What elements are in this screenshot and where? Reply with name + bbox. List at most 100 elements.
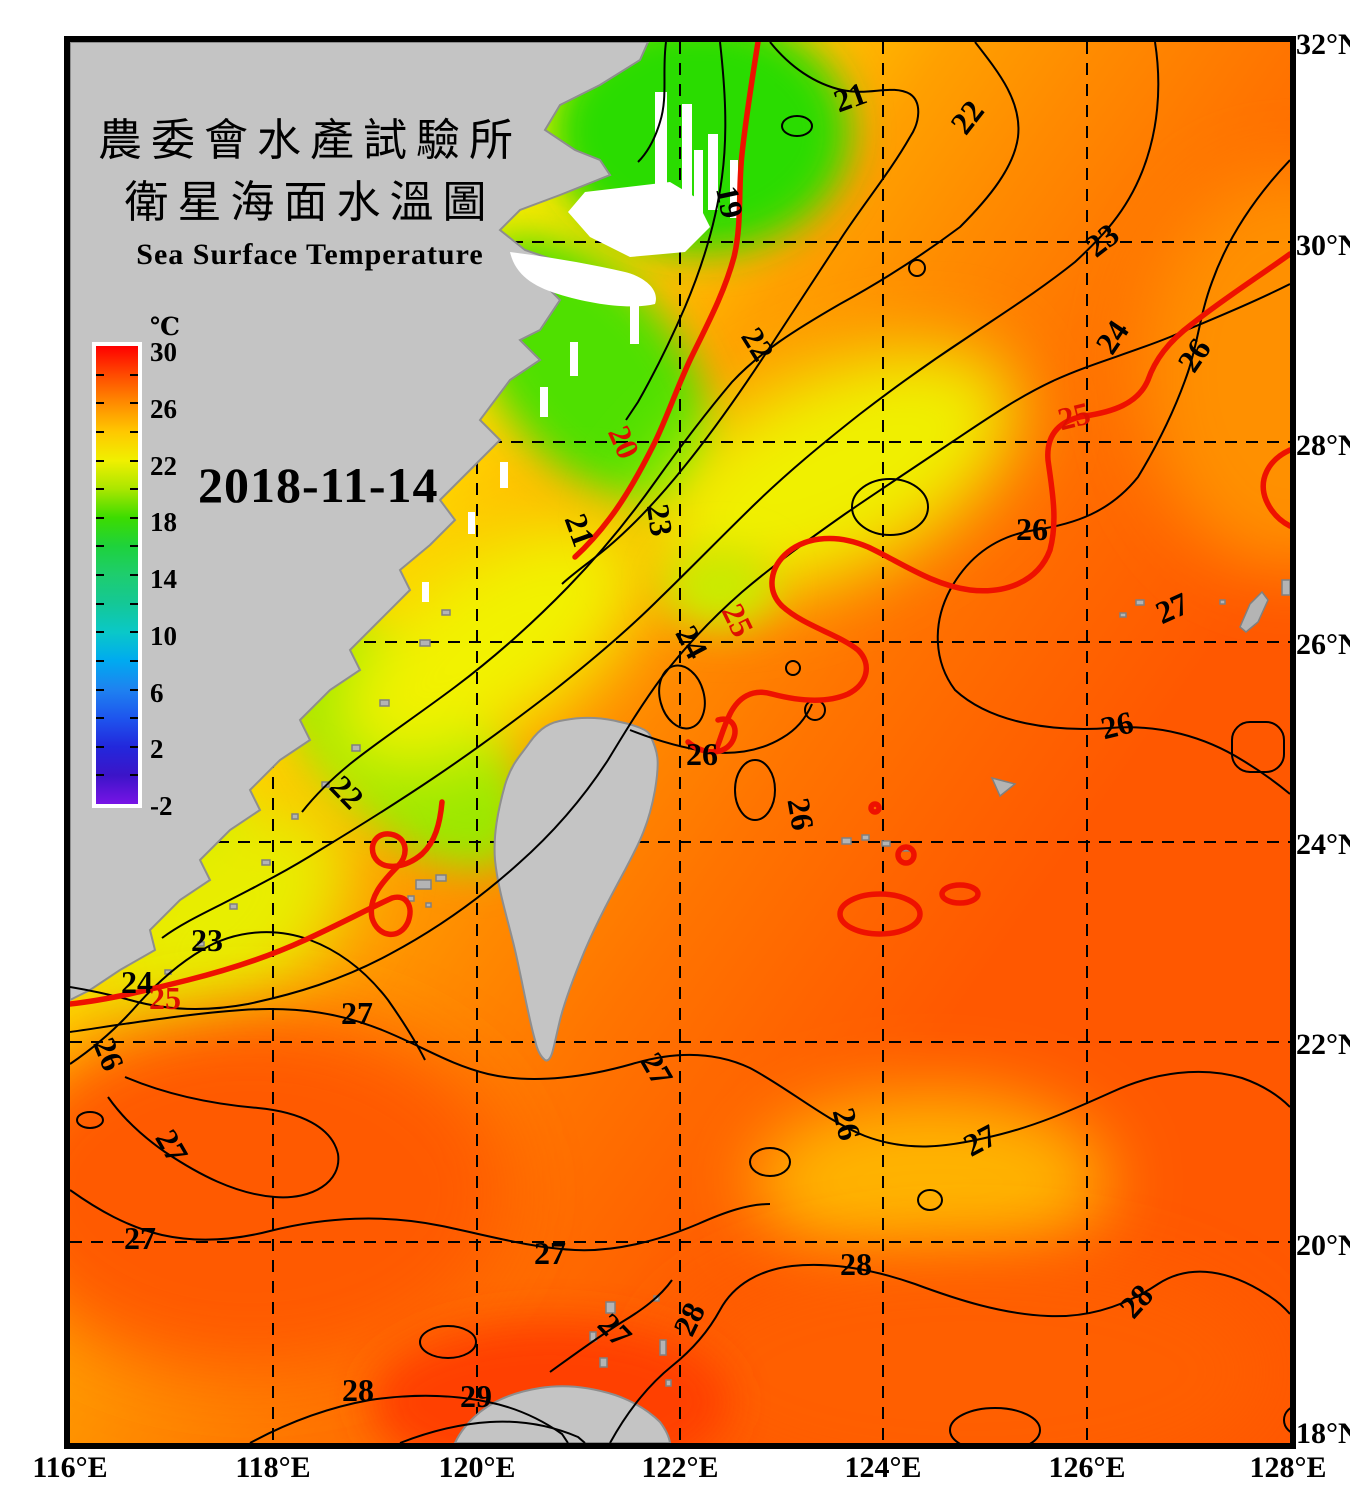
colorbar-tick — [130, 545, 138, 547]
isotherm-22 — [301, 42, 1020, 813]
lon-label: 118°E — [235, 1451, 311, 1484]
lon-label: 120°E — [438, 1451, 516, 1484]
colorbar-tick-label: 26 — [150, 394, 177, 424]
colorbar-unit-label: ℃ — [150, 314, 180, 341]
colorbar-tick — [96, 774, 104, 776]
lat-label: 26°N — [1296, 628, 1350, 661]
sst-map-graphic — [70, 42, 1290, 1443]
colorbar-tick — [96, 374, 104, 376]
title-zh-line2: 衛星海面水溫圖 — [124, 178, 496, 227]
colorbar-tick-label: -2 — [150, 791, 173, 821]
colorbar-tick — [96, 574, 104, 576]
contour-label-23: 23 — [639, 501, 681, 539]
colorbar-tick — [130, 517, 138, 519]
isotherm-29 — [399, 1420, 586, 1443]
lon-label: 122°E — [641, 1451, 719, 1484]
colorbar-tick — [96, 517, 104, 519]
colorbar-tick-label: 30 — [150, 337, 177, 367]
contour-label-23: 23 — [191, 922, 223, 958]
colorbar — [92, 342, 142, 808]
colorbar-tick — [96, 402, 104, 404]
contour-label-28: 28 — [342, 1372, 374, 1408]
isotherm-21 — [561, 42, 920, 585]
red-isotherm-25-northeast — [712, 251, 1290, 755]
isotherms-red — [70, 42, 1290, 1007]
contour-label-24: 24 — [121, 964, 153, 1000]
colorbar-tick — [96, 545, 104, 547]
contour-label-27: 27 — [534, 1235, 566, 1271]
title-en: Sea Surface Temperature — [136, 238, 484, 271]
lat-label: 32°N — [1296, 28, 1350, 61]
lon-label: 126°E — [1048, 1451, 1126, 1484]
lat-label: 22°N — [1296, 1028, 1350, 1061]
isotherms-black — [70, 42, 1290, 1443]
colorbar-tick — [130, 660, 138, 662]
okinawa-islands — [1119, 579, 1290, 633]
lon-label: 116°E — [32, 1451, 108, 1484]
lat-label: 30°N — [1296, 229, 1350, 262]
map-frame: 農委會水產試驗所 衛星海面水溫圖 Sea Surface Temperature… — [64, 36, 1296, 1449]
landmasses — [70, 42, 672, 1443]
colorbar-gradient — [96, 346, 138, 804]
colorbar-tick — [130, 374, 138, 376]
title-zh-line1: 農委會水產試驗所 — [98, 116, 522, 165]
colorbar-tick-label: 6 — [150, 678, 164, 708]
colorbar-tick — [130, 488, 138, 490]
island-triangle — [990, 776, 1017, 798]
lon-label: 124°E — [844, 1451, 922, 1484]
colorbar-tick — [96, 603, 104, 605]
china-mainland-landmass — [70, 42, 650, 1002]
colorbar-tick-label: 18 — [150, 507, 177, 537]
isotherm-19 — [625, 42, 727, 421]
contour-label-27: 27 — [124, 1220, 156, 1256]
isotherm-23 — [161, 42, 1160, 939]
isotherm-27 — [70, 1007, 1290, 1148]
no-data-patches — [422, 92, 738, 602]
colorbar-tick — [130, 402, 138, 404]
colorbar-tick — [130, 631, 138, 633]
colorbar-tick — [130, 717, 138, 719]
lat-label: 18°N — [1296, 1417, 1350, 1450]
colorbar-tick-label: 14 — [150, 564, 177, 594]
red-isotherm-20 — [572, 42, 761, 560]
colorbar-tick — [130, 689, 138, 691]
lon-label: 128°E — [1249, 1451, 1327, 1484]
colorbar-tick — [130, 774, 138, 776]
colorbar-tick — [96, 631, 104, 633]
colorbar-tick — [96, 717, 104, 719]
lat-label: 20°N — [1296, 1229, 1350, 1262]
colorbar-tick — [130, 746, 138, 748]
colorbar-tick — [96, 660, 104, 662]
colorbar-tick — [130, 603, 138, 605]
penghu-islands — [407, 874, 447, 908]
colorbar-tick — [130, 460, 138, 462]
lat-label: 28°N — [1296, 429, 1350, 462]
colorbar-tick — [96, 746, 104, 748]
contour-label-29: 29 — [460, 1378, 492, 1414]
taiwan-island — [493, 716, 659, 1062]
colorbar-tick — [130, 431, 138, 433]
contour-label-26: 26 — [686, 736, 718, 772]
colorbar-tick-label: 10 — [150, 621, 177, 651]
contour-label-19: 19 — [709, 182, 751, 222]
contour-label-26: 26 — [1016, 511, 1048, 547]
colorbar-tick — [96, 488, 104, 490]
luzon-island — [453, 1385, 672, 1443]
lat-label: 24°N — [1296, 828, 1350, 861]
isotherm-28 — [609, 1263, 1290, 1443]
colorbar-tick — [96, 460, 104, 462]
colorbar-tick-label: 2 — [150, 734, 164, 764]
contour-label-28: 28 — [840, 1246, 872, 1282]
babuyan-islands — [589, 1295, 672, 1387]
title-block: 農委會水產試驗所 衛星海面水溫圖 Sea Surface Temperature — [95, 110, 525, 272]
colorbar-tick — [96, 431, 104, 433]
colorbar-tick — [130, 574, 138, 576]
date-label: 2018-11-14 — [198, 457, 439, 513]
contour-label-25: 25 — [149, 980, 181, 1016]
contour-label-26: 26 — [780, 795, 822, 833]
red-isotherm-25-strait — [70, 799, 445, 1007]
colorbar-tick — [96, 689, 104, 691]
contour-label-27: 27 — [341, 995, 373, 1031]
colorbar-tick-label: 22 — [150, 451, 177, 481]
